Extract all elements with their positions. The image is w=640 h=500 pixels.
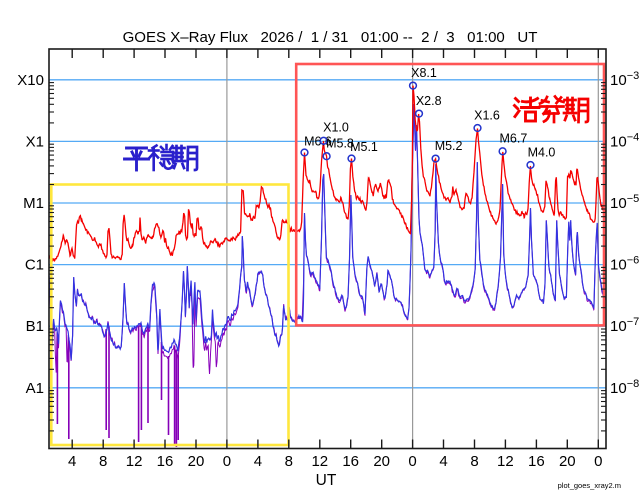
svg-text:16: 16 — [342, 453, 359, 470]
svg-text:X10: X10 — [17, 72, 44, 89]
svg-text:16: 16 — [157, 453, 174, 470]
svg-text:C1: C1 — [25, 257, 44, 274]
svg-text:20: 20 — [188, 453, 205, 470]
svg-text:M5.2: M5.2 — [435, 139, 463, 153]
svg-text:X2.8: X2.8 — [416, 94, 442, 108]
svg-text:plot_goes_xray2.m: plot_goes_xray2.m — [558, 481, 621, 490]
svg-text:20: 20 — [373, 453, 390, 470]
svg-text:12: 12 — [126, 453, 143, 470]
svg-text:20: 20 — [559, 453, 576, 470]
svg-text:4: 4 — [68, 453, 76, 470]
svg-text:X1.0: X1.0 — [323, 121, 349, 135]
svg-text:X8.1: X8.1 — [411, 66, 437, 80]
svg-text:X1.6: X1.6 — [474, 108, 500, 122]
svg-text:8: 8 — [285, 453, 293, 470]
svg-text:M1: M1 — [23, 195, 44, 212]
svg-text:4: 4 — [439, 453, 447, 470]
svg-text:8: 8 — [470, 453, 478, 470]
svg-text:UT: UT — [316, 472, 337, 489]
svg-text:X1: X1 — [26, 133, 44, 150]
svg-text:0: 0 — [223, 453, 231, 470]
svg-text:M6.7: M6.7 — [500, 131, 528, 145]
svg-text:0: 0 — [408, 453, 416, 470]
svg-text:16: 16 — [528, 453, 545, 470]
svg-text:M5.1: M5.1 — [350, 140, 378, 154]
svg-text:8: 8 — [99, 453, 107, 470]
svg-text:GOES X–Ray Flux 2026 / 1 /: GOES X–Ray Flux 2026 / 1 / 31 01:00 -- 2… — [123, 29, 538, 46]
svg-text:A1: A1 — [26, 380, 44, 397]
svg-text:M5.8: M5.8 — [326, 137, 354, 151]
svg-text:12: 12 — [311, 453, 328, 470]
svg-text:0: 0 — [594, 453, 602, 470]
svg-text:4: 4 — [254, 453, 262, 470]
svg-text:12: 12 — [497, 453, 514, 470]
svg-text:M4.0: M4.0 — [528, 146, 556, 160]
svg-text:B1: B1 — [26, 318, 44, 335]
